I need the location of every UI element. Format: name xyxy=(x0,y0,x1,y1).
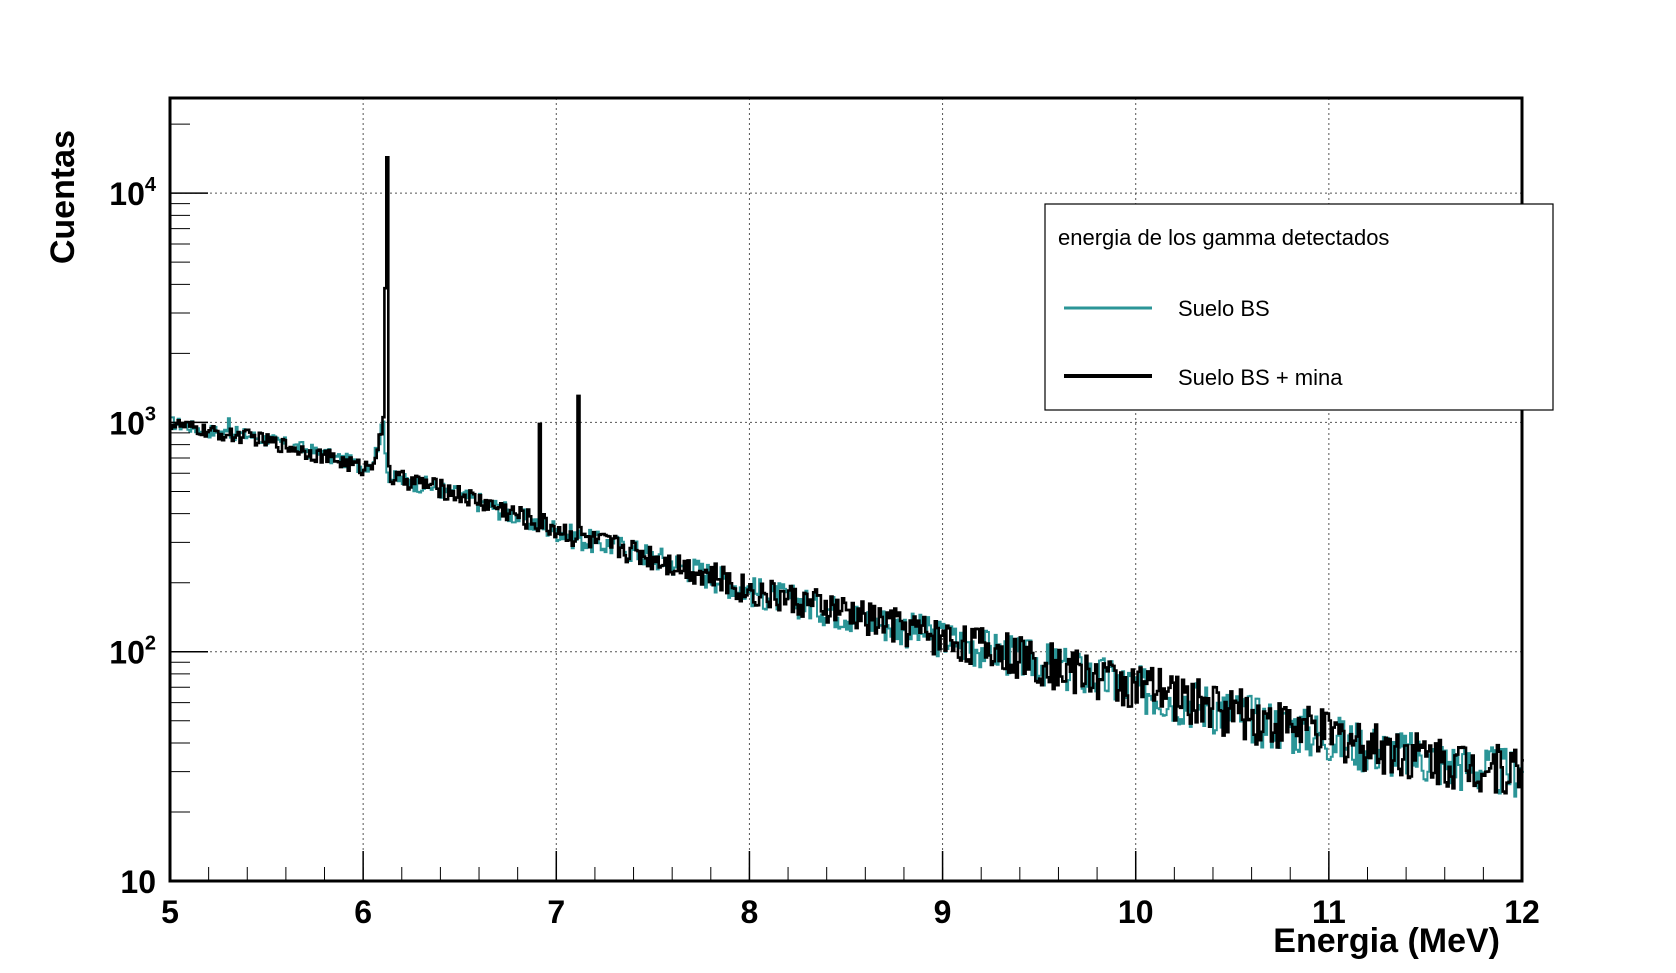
x-tick-label: 12 xyxy=(1504,894,1540,930)
x-tick-label: 5 xyxy=(161,894,179,930)
x-tick-labels: 5 6 7 8 9 10 11 12 xyxy=(161,894,1540,930)
x-tick-label: 8 xyxy=(741,894,759,930)
x-tick-label: 11 xyxy=(1312,894,1346,930)
y-tick-label: 103 xyxy=(109,403,156,441)
y-tick-labels: 10 102 103 104 xyxy=(109,174,157,900)
grid-lines xyxy=(170,98,1522,881)
legend-label-suelo-bs-mina: Suelo BS + mina xyxy=(1178,365,1343,390)
x-tick-label: 10 xyxy=(1118,894,1154,930)
y-axis-title: Cuentas xyxy=(44,130,82,264)
y-tick-label: 102 xyxy=(109,633,156,671)
legend-label-suelo-bs: Suelo BS xyxy=(1178,296,1270,321)
axis-ticks xyxy=(169,123,1523,882)
x-tick-label: 6 xyxy=(354,894,372,930)
x-tick-label: 7 xyxy=(547,894,565,930)
series-line xyxy=(170,156,1524,795)
series-layer xyxy=(170,156,1524,798)
legend-title: energia de los gamma detectados xyxy=(1058,225,1389,250)
plot-frame xyxy=(168,96,1524,883)
x-axis-title: Energia (MeV) xyxy=(1273,922,1500,960)
legend: energia de los gamma detectados Suelo BS… xyxy=(1044,203,1554,411)
y-tick-label: 104 xyxy=(109,174,157,212)
y-tick-label: 10 xyxy=(120,864,156,900)
x-tick-label: 9 xyxy=(934,894,952,930)
